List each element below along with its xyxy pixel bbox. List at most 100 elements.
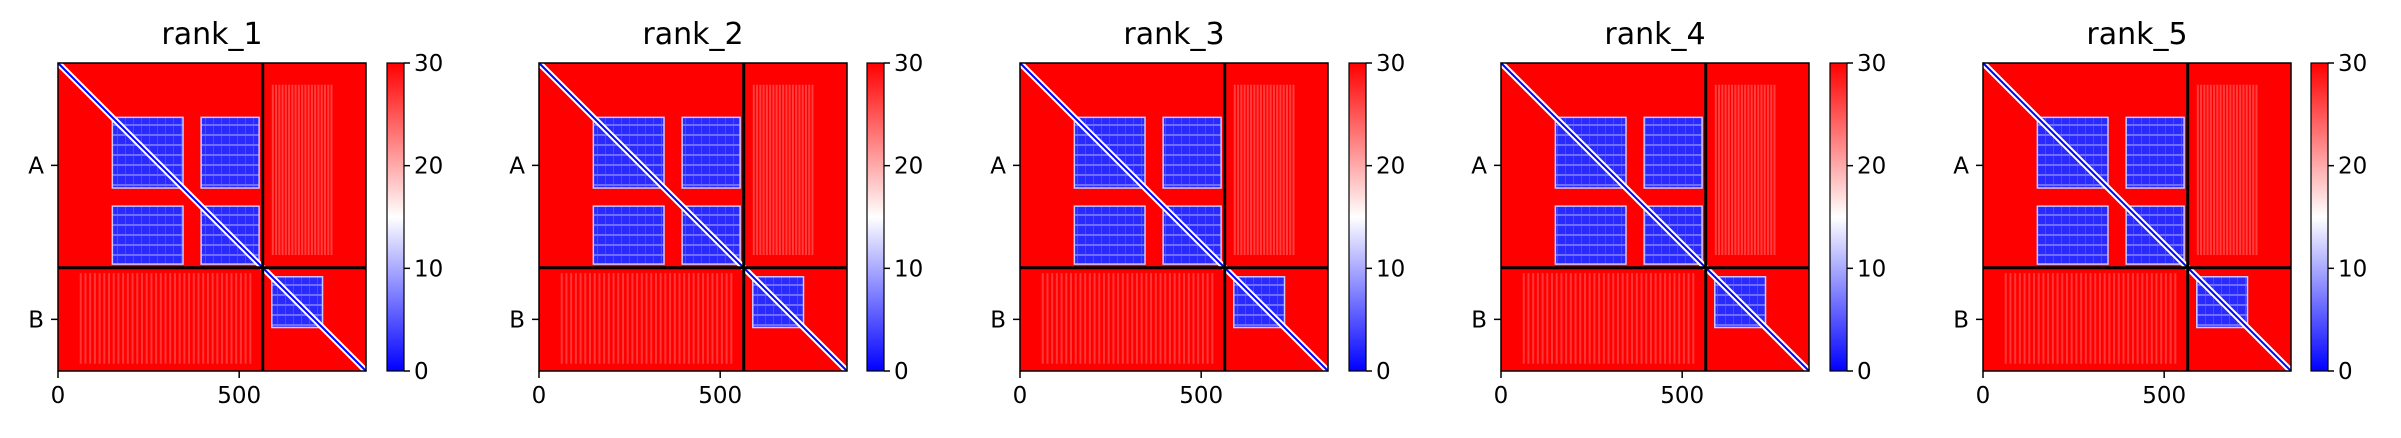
streak [645, 273, 648, 364]
streak [275, 84, 278, 256]
streak [291, 84, 294, 256]
streak [2239, 84, 2242, 256]
streak [1276, 84, 1279, 256]
streak [795, 84, 798, 256]
streak [2131, 273, 2134, 364]
panel-title: rank_2 [642, 17, 743, 52]
streak [2242, 84, 2245, 256]
streak [1266, 84, 1269, 256]
streak [1574, 273, 1577, 364]
streak [669, 273, 672, 364]
streak [173, 273, 176, 364]
domain-block-2 [1162, 116, 1222, 189]
panel-title: rank_4 [1604, 17, 1705, 52]
colorbar: 0 10 20 30 [2310, 51, 2367, 385]
y-tick-label: A [1953, 153, 1969, 179]
streak [178, 273, 181, 364]
streak [2117, 273, 2120, 364]
domain-block-3 [1554, 205, 1627, 265]
streak [2203, 84, 2206, 256]
x-tick-label: 500 [2142, 383, 2186, 409]
streak [697, 273, 700, 364]
streak [2056, 273, 2059, 364]
streak [1649, 273, 1652, 364]
streak [1269, 84, 1272, 256]
streak [1541, 273, 1544, 364]
streak [2047, 273, 2050, 364]
streak [1714, 84, 1717, 256]
streak [1583, 273, 1586, 364]
streak [702, 273, 705, 364]
streak [798, 84, 801, 256]
y-tick-label: B [1471, 307, 1487, 333]
colorbar: 0 10 20 30 [386, 51, 443, 385]
colorbar-tick-label: 20 [414, 154, 443, 180]
streak [725, 273, 728, 364]
y-tick-label: A [990, 153, 1006, 179]
interchain-streaks [560, 84, 814, 364]
plot-frame [1019, 62, 1329, 372]
colorbar-tick-label: 10 [894, 256, 923, 282]
streak [1263, 84, 1266, 256]
streak [169, 273, 172, 364]
colorbar-tick-label: 30 [894, 51, 923, 77]
colorbar-tick-label: 10 [1376, 256, 1405, 282]
streak [1536, 273, 1539, 364]
streak [2213, 84, 2216, 256]
streak [1757, 84, 1760, 256]
streak [1074, 273, 1077, 364]
streak [1201, 273, 1204, 364]
colorbar-gradient [1829, 62, 1848, 372]
streak [673, 273, 676, 364]
diagonal-line [57, 62, 367, 372]
colorbar-tick-label: 0 [1857, 359, 1872, 385]
streak [811, 84, 814, 256]
colorbar-tick-label: 20 [894, 154, 923, 180]
streak [2235, 84, 2238, 256]
streak [1640, 273, 1643, 364]
streak [2245, 84, 2248, 256]
streak [164, 273, 167, 364]
streak [2094, 273, 2097, 364]
panel-2: rank_2 0 500 A B 0 10 20 30 [509, 17, 923, 409]
streak [1117, 273, 1120, 364]
streak [1766, 84, 1769, 256]
streak [1243, 84, 1246, 256]
streak [570, 273, 573, 364]
streak [1763, 84, 1766, 256]
streak [2226, 84, 2229, 256]
streak [1246, 84, 1249, 256]
streak [93, 273, 96, 364]
streak [1088, 273, 1091, 364]
streak [221, 273, 224, 364]
streak [1154, 273, 1157, 364]
diagonal-line [1019, 62, 1329, 372]
streak [2089, 273, 2092, 364]
streak [1579, 273, 1582, 364]
colorbar-tick-label: 10 [414, 256, 443, 282]
streak [211, 273, 214, 364]
x-tick-label: 500 [1660, 383, 1704, 409]
colorbar-tick-label: 0 [414, 359, 429, 385]
diagonal-line [538, 62, 848, 372]
streak [1621, 273, 1624, 364]
x-tick-label: 0 [532, 383, 547, 409]
streak [1233, 84, 1236, 256]
streak [1112, 273, 1115, 364]
panel-4: rank_4 0 500 A B 0 10 20 30 [1471, 17, 1886, 409]
panel-title: rank_5 [2086, 17, 2187, 52]
streak [1593, 273, 1596, 364]
streak [565, 273, 568, 364]
x-tick-label: 0 [51, 383, 66, 409]
plot-frame [538, 62, 848, 372]
domain-block-3 [2036, 205, 2109, 265]
streak [1588, 273, 1591, 364]
streak [284, 84, 287, 256]
streak [1682, 273, 1685, 364]
x-tick-label: 500 [698, 383, 742, 409]
streak [759, 84, 762, 256]
streak [79, 273, 82, 364]
streak [778, 84, 781, 256]
streak [1121, 273, 1124, 364]
streak [631, 273, 634, 364]
